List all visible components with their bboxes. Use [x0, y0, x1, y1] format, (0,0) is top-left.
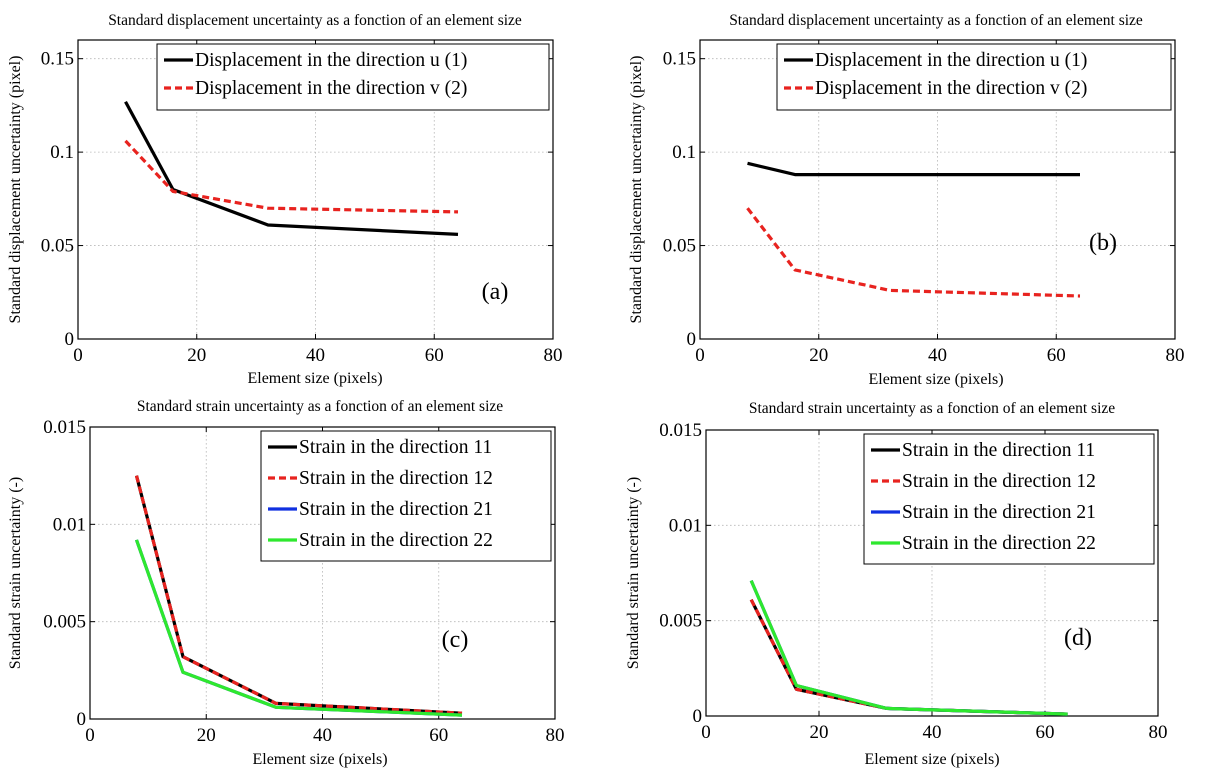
y-tick-label: 0.01: [669, 515, 702, 536]
x-axis-label: Element size (pixels): [247, 370, 382, 387]
y-tick-label: 0.015: [43, 417, 86, 438]
y-tick-label: 0: [693, 706, 703, 727]
legend-label: Displacement in the direction u (1): [815, 50, 1087, 71]
x-axis-label: Element size (pixels): [864, 751, 999, 768]
y-axis-label: Standard displacement uncertainty (pixel…: [628, 56, 645, 324]
y-tick-label: 0.005: [659, 611, 702, 632]
series-line-2: [746, 207, 1081, 298]
panel-label: (d): [1064, 625, 1092, 651]
chart-title: Standard displacement uncertainty as a f…: [108, 12, 522, 29]
legend-label: Strain in the direction 12: [299, 468, 493, 489]
panel-label: (b): [1089, 230, 1117, 256]
chart-panel-a: Standard displacement uncertainty as a f…: [7, 12, 563, 387]
legend-label: Strain in the direction 22: [902, 533, 1096, 554]
panel-label: (c): [442, 627, 469, 653]
chart-title: Standard strain uncertainty as a fonctio…: [749, 400, 1115, 417]
y-tick-label: 0.15: [41, 49, 74, 70]
panel-label: (a): [482, 279, 509, 305]
series-line-1: [749, 598, 1068, 716]
series-line-2: [749, 598, 1068, 716]
x-tick-label: 0: [701, 722, 711, 743]
series-line-1: [747, 161, 1080, 177]
series-line-3: [749, 579, 1068, 716]
legend-box: [260, 430, 552, 562]
x-tick-label: 0: [85, 725, 95, 746]
legend-label: Strain in the direction 22: [299, 530, 493, 551]
legend: Displacement in the direction u (1) Displ…: [156, 43, 550, 111]
x-tick-label: 40: [306, 345, 325, 366]
y-axis-label: Standard displacement uncertainty (pixel…: [7, 56, 24, 324]
y-tick-label: 0: [77, 709, 87, 730]
legend-label: Displacement in the direction v (2): [195, 78, 467, 99]
y-tick-label: 0: [687, 329, 697, 350]
x-tick-label: 80: [544, 345, 563, 366]
legend-label: Strain in the direction 21: [299, 499, 493, 520]
series-line-2: [124, 139, 459, 214]
y-tick-label: 0.015: [659, 420, 702, 441]
legend-label: Displacement in the direction u (1): [195, 50, 467, 71]
legend: Strain in the direction 11 Strain in the …: [260, 430, 552, 562]
x-axis-label: Element size (pixels): [868, 371, 1003, 388]
chart-panel-b: Standard displacement uncertainty as a f…: [628, 12, 1185, 388]
legend-label: Displacement in the direction v (2): [815, 78, 1087, 99]
x-tick-label: 60: [425, 345, 444, 366]
legend: Displacement in the direction u (1) Displ…: [776, 43, 1172, 111]
chart-title: Standard displacement uncertainty as a f…: [729, 12, 1143, 29]
x-tick-label: 80: [1166, 345, 1185, 366]
legend-box: [776, 43, 1172, 111]
legend-label: Strain in the direction 21: [902, 502, 1096, 523]
y-tick-label: 0.1: [672, 142, 696, 163]
legend-label: Strain in the direction 11: [902, 440, 1095, 461]
x-tick-label: 0: [73, 345, 83, 366]
x-tick-label: 40: [928, 345, 947, 366]
y-axis-label: Standard strain uncertainty (-): [7, 477, 24, 669]
y-tick-label: 0.1: [50, 142, 74, 163]
y-tick-label: 0.05: [663, 236, 696, 257]
y-tick-label: 0.005: [43, 612, 86, 633]
y-tick-label: 0.01: [53, 514, 86, 535]
x-axis-label: Element size (pixels): [252, 751, 387, 768]
series-line-4: [749, 579, 1068, 716]
x-tick-label: 60: [1036, 722, 1055, 743]
series-line-1: [124, 100, 459, 236]
x-tick-label: 40: [923, 722, 942, 743]
chart-panel-c: Standard strain uncertainty as a fonctio…: [7, 398, 565, 768]
series-line-3: [134, 539, 463, 717]
x-tick-label: 80: [546, 725, 565, 746]
x-tick-label: 20: [187, 345, 206, 366]
y-tick-label: 0.15: [663, 49, 696, 70]
legend-label: Strain in the direction 12: [902, 471, 1096, 492]
y-tick-label: 0: [65, 329, 75, 350]
legend-box: [156, 43, 550, 111]
x-tick-label: 20: [809, 345, 828, 366]
x-tick-label: 80: [1149, 722, 1168, 743]
x-tick-label: 60: [1047, 345, 1066, 366]
x-tick-label: 40: [313, 725, 332, 746]
x-tick-label: 0: [695, 345, 705, 366]
y-tick-label: 0.05: [41, 236, 74, 257]
legend-box: [863, 433, 1155, 565]
series-line-2: [134, 475, 463, 715]
legend-label: Strain in the direction 11: [299, 437, 492, 458]
y-axis-label: Standard strain uncertainty (-): [625, 477, 642, 669]
chart-panel-d: Standard strain uncertainty as a fonctio…: [625, 400, 1168, 768]
x-tick-label: 20: [810, 722, 829, 743]
x-tick-label: 60: [429, 725, 448, 746]
series-line-4: [134, 539, 463, 717]
chart-title: Standard strain uncertainty as a fonctio…: [137, 398, 503, 415]
x-tick-label: 20: [197, 725, 216, 746]
legend: Strain in the direction 11 Strain in the …: [863, 433, 1155, 565]
